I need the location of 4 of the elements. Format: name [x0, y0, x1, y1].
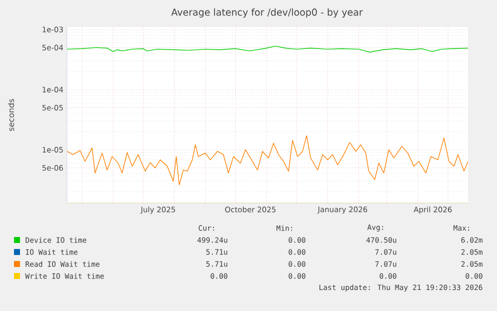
chart-title: Average latency for /dev/loop0 - by year — [171, 8, 363, 18]
line-series — [67, 135, 468, 186]
line-series — [67, 46, 468, 52]
y-axis-title: seconds — [8, 99, 14, 131]
